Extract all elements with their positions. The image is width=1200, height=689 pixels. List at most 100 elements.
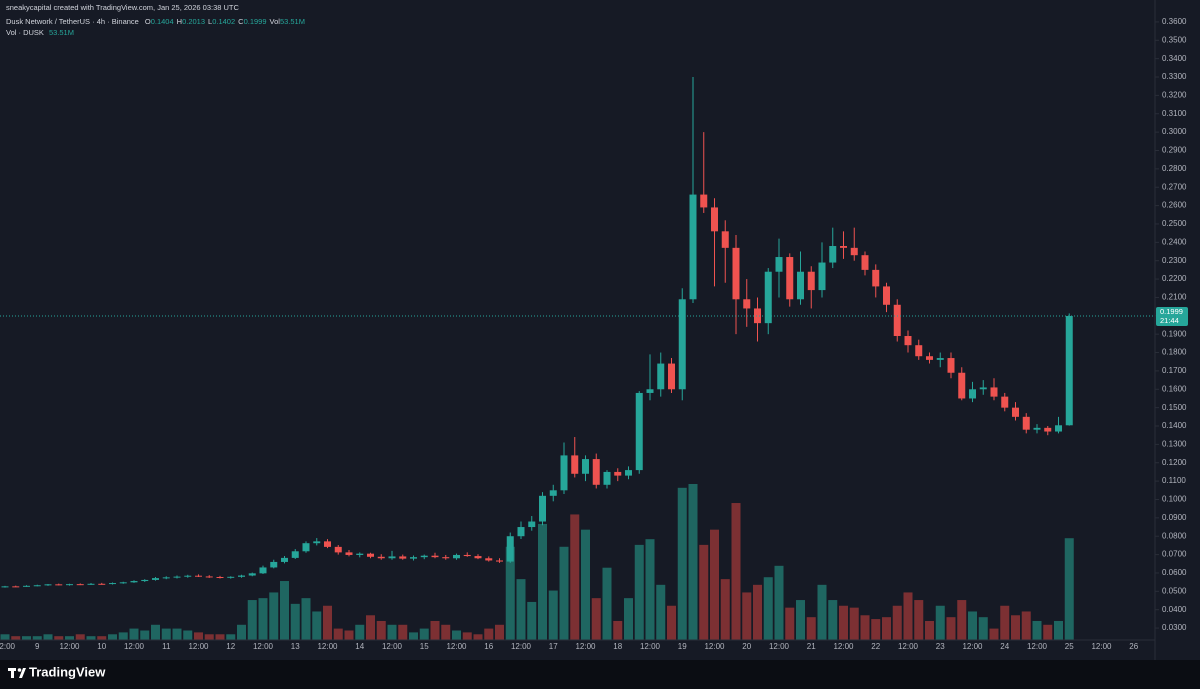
volume-bar: [817, 584, 827, 640]
volume-bar: [301, 598, 311, 640]
y-tick-label: 0.2200: [1162, 274, 1187, 283]
candle-body: [98, 583, 106, 585]
candle-body: [635, 392, 643, 471]
x-tick-label: 22: [871, 642, 880, 651]
logo-part: [19, 668, 26, 678]
candle-body: [872, 269, 880, 287]
legend-field-value: 53.51M: [280, 17, 305, 26]
candle-body: [657, 363, 665, 390]
candle-body: [829, 246, 837, 263]
y-tick-label: 0.2900: [1162, 146, 1187, 155]
candle-body: [87, 583, 95, 585]
volume-bar: [108, 634, 117, 640]
candle-body: [259, 567, 267, 574]
y-tick-label: 0.0700: [1162, 550, 1187, 559]
volume-bar: [312, 611, 322, 640]
y-tick-label: 0.3400: [1162, 54, 1187, 63]
x-tick-label: 12:00: [511, 642, 532, 651]
volume-bar: [387, 624, 397, 640]
x-tick-label: 12:00: [0, 642, 16, 651]
x-tick-label: 17: [549, 642, 558, 651]
candle-body: [786, 257, 794, 300]
candle-body: [1044, 427, 1052, 432]
candle-body: [130, 581, 138, 583]
candle-body: [883, 286, 890, 305]
x-tick-label: 26: [1129, 642, 1138, 651]
candle-body: [582, 459, 589, 474]
volume-bar: [882, 617, 891, 640]
volume-bar: [957, 600, 967, 640]
candle-body: [270, 561, 278, 568]
ohlc-legend: O 0.1404 H 0.2013 L 0.1402 C 0.1999 Vol 53.51M: [145, 17, 305, 26]
x-tick-label: 11: [162, 642, 171, 651]
volume-bar: [1064, 538, 1074, 640]
candle-body: [668, 363, 675, 390]
volume-bar: [505, 546, 515, 640]
logo-part: [11, 668, 14, 678]
candle-body: [1055, 425, 1062, 432]
candle-body: [442, 557, 450, 559]
candle-body: [119, 582, 127, 584]
volume-bar: [269, 592, 279, 640]
legend-field-value: 0.1402: [212, 17, 235, 26]
y-tick-label: 0.1900: [1162, 329, 1187, 338]
x-tick-label: 12:00: [59, 642, 80, 651]
legend-field-label: L: [208, 17, 212, 26]
x-tick-label: 12:00: [640, 642, 661, 651]
brand: TradingView: [29, 664, 106, 679]
volume-bar: [516, 579, 526, 640]
x-tick-label: 9: [35, 642, 40, 651]
candle-body: [818, 262, 826, 291]
candle-body: [356, 553, 364, 555]
y-tick-label: 0.1400: [1162, 421, 1187, 430]
volume-bar: [54, 636, 64, 640]
legend-field-label: H: [177, 17, 182, 26]
plot-area: [0, 77, 1155, 640]
x-tick-label: 16: [484, 642, 493, 651]
volume-bar: [333, 628, 343, 640]
y-tick-label: 0.2100: [1162, 293, 1187, 302]
y-tick-label: 0.0300: [1162, 623, 1187, 632]
volume-bar: [849, 607, 859, 640]
volume-bar: [75, 634, 85, 640]
candle-body: [463, 554, 471, 557]
volume-bar: [624, 598, 633, 640]
volume-bar: [419, 628, 429, 640]
volume-bar: [140, 630, 150, 640]
candle-body: [689, 194, 697, 300]
candle-body: [549, 490, 557, 496]
candle-body: [861, 255, 869, 270]
volume-bar: [22, 636, 31, 640]
volume-bar: [645, 539, 655, 640]
volume-bar: [237, 624, 246, 640]
x-tick-label: 12:00: [1091, 642, 1112, 651]
y-tick-label: 0.0400: [1162, 605, 1187, 614]
attribution: sneakycapital created with TradingView.c…: [6, 3, 239, 12]
candle-body: [1012, 407, 1019, 417]
candle-body: [732, 247, 740, 300]
volume-bar: [1000, 605, 1010, 640]
candle-body: [560, 455, 568, 491]
volume-bar: [290, 603, 300, 640]
y-tick-label: 0.1000: [1162, 495, 1187, 504]
y-tick-label: 0.2600: [1162, 201, 1187, 210]
candle-body: [334, 546, 342, 553]
volume-bar: [925, 620, 934, 640]
volume-bar: [763, 577, 773, 640]
volume-bar: [559, 546, 569, 640]
volume-bar: [871, 619, 881, 640]
legend-field-label: C: [238, 17, 244, 26]
x-tick-label: 20: [742, 642, 751, 651]
candle-body: [345, 552, 353, 555]
volume-bar: [634, 544, 644, 640]
candle-body: [1, 586, 9, 588]
x-tick-label: 12:00: [188, 642, 209, 651]
last-price-label: 0.1999: [1160, 307, 1183, 316]
candle-body: [453, 554, 460, 559]
legend-field-value: 0.1999: [244, 17, 267, 26]
countdown-label: 21:44: [1160, 316, 1179, 325]
volume-bar: [409, 632, 418, 640]
volume-bar: [785, 607, 795, 640]
volume-bar: [570, 514, 580, 640]
volume-bar: [720, 579, 730, 640]
